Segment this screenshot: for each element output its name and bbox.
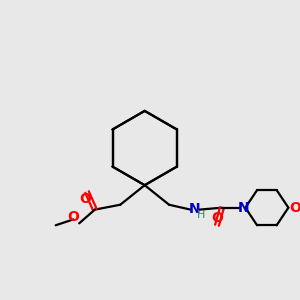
Text: O: O	[289, 201, 300, 215]
Text: O: O	[211, 212, 223, 225]
Text: H: H	[197, 211, 206, 220]
Text: N: N	[189, 202, 200, 216]
Text: N: N	[238, 201, 249, 215]
Text: O: O	[68, 211, 79, 224]
Text: O: O	[79, 192, 91, 206]
